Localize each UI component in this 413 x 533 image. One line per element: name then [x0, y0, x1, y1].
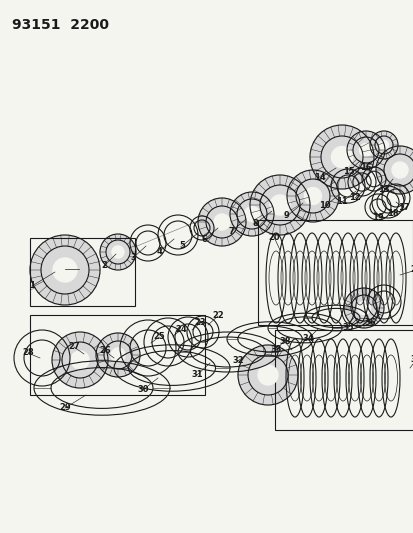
Text: 14: 14 — [313, 174, 325, 182]
Text: 36: 36 — [363, 319, 375, 327]
Bar — [257, 220, 412, 325]
Circle shape — [111, 348, 125, 362]
Circle shape — [391, 162, 407, 178]
Text: 24: 24 — [175, 326, 186, 335]
Circle shape — [53, 258, 77, 282]
Circle shape — [369, 131, 397, 159]
Text: 3: 3 — [130, 254, 135, 262]
Text: 4: 4 — [157, 246, 163, 255]
Text: 8: 8 — [252, 220, 257, 229]
Text: 18: 18 — [386, 208, 398, 217]
Text: 16: 16 — [359, 163, 371, 172]
Circle shape — [375, 146, 413, 194]
Text: 11: 11 — [335, 198, 347, 206]
Text: 13: 13 — [377, 185, 389, 195]
Circle shape — [112, 246, 124, 258]
Text: 38: 38 — [279, 337, 290, 346]
Bar — [30, 315, 204, 395]
Circle shape — [343, 288, 383, 328]
Text: 20: 20 — [268, 232, 279, 241]
Text: 6: 6 — [201, 236, 206, 245]
Text: 2: 2 — [101, 262, 107, 271]
Circle shape — [304, 188, 321, 205]
Circle shape — [269, 195, 289, 215]
Circle shape — [331, 147, 351, 167]
Text: 21: 21 — [409, 265, 413, 274]
Circle shape — [379, 141, 387, 149]
Text: 33: 33 — [270, 345, 281, 354]
Circle shape — [71, 351, 89, 369]
Circle shape — [249, 175, 309, 235]
Text: 19: 19 — [371, 213, 383, 222]
Text: 28: 28 — [22, 349, 34, 358]
Text: 27: 27 — [68, 343, 80, 351]
Text: 15: 15 — [342, 166, 354, 175]
Circle shape — [30, 235, 100, 305]
Text: 23: 23 — [194, 319, 205, 327]
Circle shape — [286, 170, 338, 222]
Text: 32: 32 — [232, 357, 243, 366]
Text: 9: 9 — [283, 212, 289, 221]
Circle shape — [100, 234, 136, 270]
Text: 25: 25 — [153, 333, 164, 342]
Text: 29: 29 — [59, 403, 71, 413]
Circle shape — [96, 333, 140, 377]
Text: 30: 30 — [137, 385, 148, 394]
Text: 5: 5 — [179, 241, 185, 251]
Circle shape — [214, 214, 230, 230]
Text: 37: 37 — [409, 356, 413, 365]
Circle shape — [357, 302, 370, 314]
Text: 26: 26 — [99, 346, 111, 356]
Circle shape — [237, 345, 297, 405]
Text: 31: 31 — [191, 370, 202, 379]
Text: 10: 10 — [318, 201, 330, 211]
Text: 22: 22 — [211, 311, 223, 320]
Circle shape — [244, 206, 259, 222]
Circle shape — [358, 143, 372, 157]
Text: 17: 17 — [397, 204, 409, 213]
Text: 1: 1 — [29, 281, 35, 290]
Circle shape — [257, 365, 277, 385]
Bar — [30, 238, 135, 306]
Bar — [274, 330, 413, 430]
Text: 93151  2200: 93151 2200 — [12, 18, 109, 32]
Circle shape — [230, 192, 273, 236]
Text: 12: 12 — [348, 193, 360, 203]
Text: 34: 34 — [301, 335, 313, 343]
Text: 35: 35 — [342, 324, 353, 333]
Circle shape — [309, 125, 373, 189]
Circle shape — [52, 332, 108, 388]
Text: 7: 7 — [228, 228, 233, 237]
Circle shape — [346, 131, 384, 169]
Circle shape — [197, 198, 245, 246]
